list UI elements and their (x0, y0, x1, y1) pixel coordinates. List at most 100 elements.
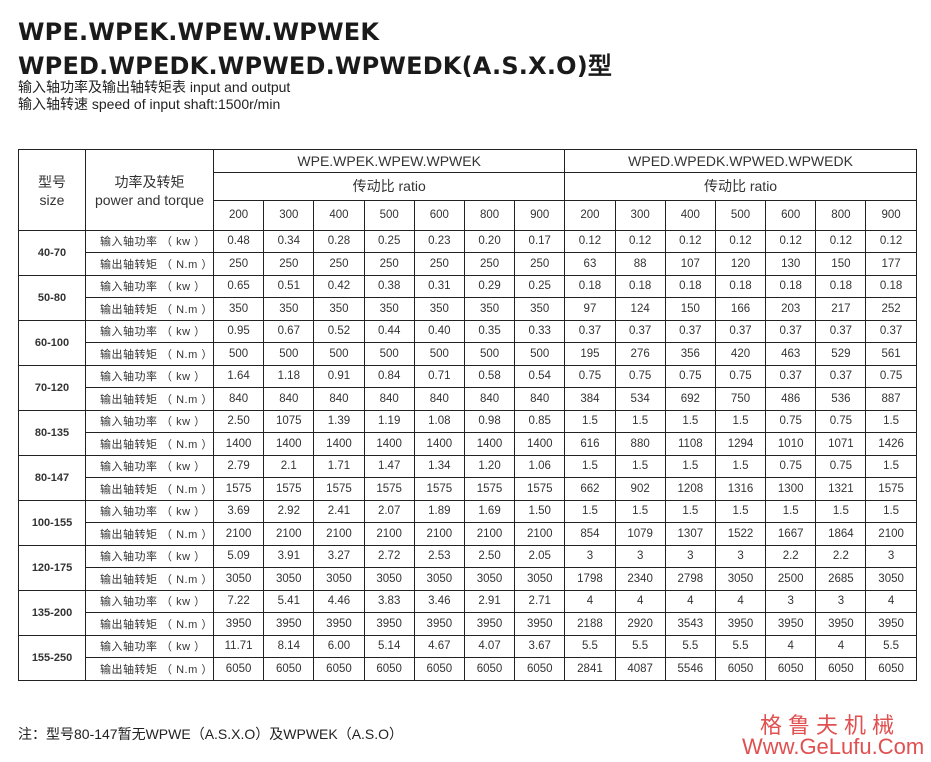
value-cell: 0.98 (463, 409, 516, 433)
output-torque-label: 输出轴转矩 （ N.m ） (85, 567, 214, 591)
value-cell: 2.50 (463, 544, 516, 568)
value-cell: 1575 (263, 477, 315, 501)
value-cell: 1400 (413, 432, 465, 456)
value-cell: 177 (865, 252, 917, 276)
size-cell: 100-155 (18, 499, 86, 546)
value-cell: 1.08 (413, 409, 465, 433)
value-cell: 1.5 (664, 409, 716, 433)
value-cell: 3.27 (313, 544, 365, 568)
value-cell: 3543 (664, 612, 716, 636)
value-cell: 6050 (212, 657, 265, 681)
table-row: 155-250 输入轴功率 （ kw ） 11.71 8.14 6.00 5.14 4.67… (18, 634, 917, 681)
value-cell: 2.53 (413, 544, 465, 568)
value-cell: 97 (564, 297, 616, 321)
value-cell: 0.12 (815, 229, 867, 253)
table-row: 135-200 输入轴功率 （ kw ） 7.22 5.41 4.46 3.83 3.46 2… (18, 589, 917, 636)
ratio-header: 400 (313, 199, 365, 231)
value-cell: 3950 (865, 612, 917, 636)
value-cell: 1575 (865, 477, 917, 501)
title-line-2: WPED.WPEDK.WPWED.WPWEDK(A.S.X.O)型 (18, 52, 613, 80)
value-cell: 0.37 (865, 319, 917, 343)
value-cell: 250 (514, 252, 566, 276)
value-cell: 3.46 (413, 589, 465, 613)
value-cell: 1.69 (463, 499, 516, 523)
value-cell: 840 (413, 387, 465, 411)
value-cell: 1316 (714, 477, 767, 501)
subtitle-input-speed: 输入轴转速 speed of input shaft:1500r/min (18, 96, 281, 112)
value-cell: 4 (664, 589, 716, 613)
value-cell: 1.50 (514, 499, 566, 523)
value-cell: 3950 (313, 612, 365, 636)
value-cell: 0.38 (363, 274, 415, 298)
value-cell: 0.84 (363, 364, 415, 388)
value-cell: 1575 (313, 477, 365, 501)
table-row: 80-135 输入轴功率 （ kw ） 2.50 1075 1.39 1.19 1.08 0.… (18, 409, 917, 456)
value-cell: 1400 (313, 432, 365, 456)
value-cell: 0.12 (614, 229, 666, 253)
table-row: 输出轴转矩 （ N.m ） 2100 2100 2100 2100 2100 2100 210… (19, 522, 917, 546)
value-cell: 350 (313, 297, 365, 321)
value-cell: 1208 (664, 477, 716, 501)
value-cell: 2100 (263, 522, 315, 546)
value-cell: 4087 (614, 657, 666, 681)
value-cell: 120 (714, 252, 767, 276)
value-cell: 3.83 (363, 589, 415, 613)
value-cell: 1400 (463, 432, 516, 456)
value-cell: 0.18 (664, 274, 716, 298)
value-cell: 1.89 (413, 499, 465, 523)
size-cell: 60-100 (18, 319, 86, 366)
value-cell: 500 (363, 342, 415, 366)
value-cell: 0.48 (212, 229, 265, 253)
value-cell: 2100 (865, 522, 917, 546)
value-cell: 3.91 (263, 544, 315, 568)
value-cell: 3 (614, 544, 666, 568)
value-cell: 500 (263, 342, 315, 366)
size-cell: 80-147 (18, 454, 86, 501)
value-cell: 3.69 (212, 499, 265, 523)
ratio-header: 400 (664, 199, 716, 231)
value-cell: 3050 (363, 567, 415, 591)
value-cell: 3050 (413, 567, 465, 591)
value-cell: 2188 (564, 612, 616, 636)
power-header: 功率及转矩 power and torque (85, 149, 214, 231)
value-cell: 463 (765, 342, 817, 366)
value-cell: 880 (614, 432, 666, 456)
value-cell: 1.5 (664, 454, 716, 478)
value-cell: 350 (413, 297, 465, 321)
value-cell: 1.5 (564, 499, 616, 523)
value-cell: 529 (815, 342, 867, 366)
value-cell: 0.33 (514, 319, 566, 343)
input-power-label: 输入轴功率 （ kw ） (85, 589, 214, 613)
value-cell: 2.92 (263, 499, 315, 523)
value-cell: 902 (614, 477, 666, 501)
value-cell: 3 (865, 544, 917, 568)
value-cell: 1294 (714, 432, 767, 456)
output-torque-label: 输出轴转矩 （ N.m ） (85, 252, 214, 276)
output-torque-label: 输出轴转矩 （ N.m ） (85, 522, 214, 546)
input-power-label: 输入轴功率 （ kw ） (85, 454, 214, 478)
value-cell: 0.37 (765, 364, 817, 388)
value-cell: 2.91 (463, 589, 516, 613)
value-cell: 6050 (765, 657, 817, 681)
output-torque-label: 输出轴转矩 （ N.m ） (85, 432, 214, 456)
value-cell: 195 (564, 342, 616, 366)
value-cell: 2100 (413, 522, 465, 546)
value-cell: 0.34 (263, 229, 315, 253)
value-cell: 420 (714, 342, 767, 366)
value-cell: 350 (363, 297, 415, 321)
value-cell: 4.67 (413, 634, 465, 658)
value-cell: 0.37 (815, 364, 867, 388)
size-cell: 120-175 (18, 544, 86, 591)
value-cell: 840 (212, 387, 265, 411)
value-cell: 1.20 (463, 454, 516, 478)
value-cell: 11.71 (212, 634, 265, 658)
value-cell: 63 (564, 252, 616, 276)
value-cell: 2.2 (815, 544, 867, 568)
value-cell: 0.75 (865, 364, 917, 388)
value-cell: 250 (463, 252, 516, 276)
value-cell: 0.25 (363, 229, 415, 253)
value-cell: 1.5 (765, 499, 817, 523)
value-cell: 3950 (263, 612, 315, 636)
value-cell: 0.58 (463, 364, 516, 388)
input-power-label: 输入轴功率 （ kw ） (85, 364, 214, 388)
